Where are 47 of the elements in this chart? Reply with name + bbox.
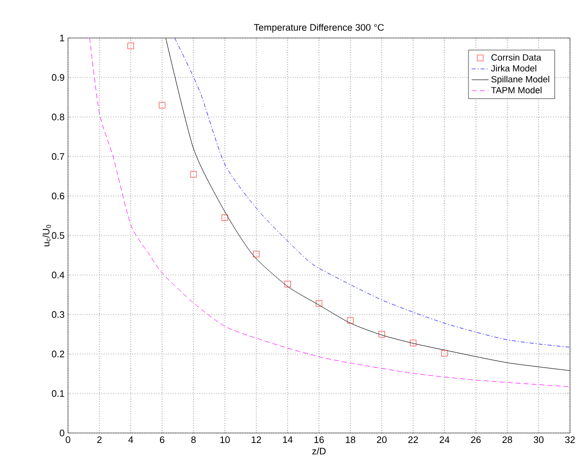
y-tick-label: 0.7	[52, 153, 64, 160]
y-tick-label: 0.9	[52, 74, 64, 81]
y-axis-title: u$_{c}$/U$_{0}$	[42, 224, 51, 246]
y-tick-label: 0.2	[52, 350, 64, 358]
x-axis-title: z/D	[312, 448, 326, 455]
y-tick-label: 0.4	[52, 272, 64, 278]
y-tick-label: 1	[60, 34, 64, 42]
x-tick-label: 24	[440, 436, 450, 443]
x-tick-label: 22	[408, 436, 418, 443]
x-tick-label: 10	[220, 436, 230, 444]
legend-label: Jirka Model	[491, 64, 536, 72]
x-tick-label: 4	[128, 436, 134, 443]
x-tick-label: 0	[66, 436, 70, 444]
x-tick-label: 32	[565, 436, 575, 444]
point	[378, 331, 385, 338]
line-series	[89, 38, 570, 388]
point	[316, 300, 322, 307]
x-tick-label: 16	[314, 436, 324, 444]
point	[222, 214, 228, 221]
y-tick-label: 0.3	[52, 311, 64, 318]
y-tick-label: 0.1	[52, 390, 64, 397]
y-tick-label: 0.8	[52, 114, 64, 120]
legend-label: Spillane Model	[491, 76, 550, 84]
x-tick-label: 8	[191, 436, 196, 444]
y-tick-label: 0.5	[52, 232, 64, 239]
x-tick-label: 20	[376, 436, 387, 444]
point	[441, 350, 448, 356]
point	[347, 317, 354, 324]
legend-label: Corrsin Data	[491, 54, 542, 61]
chart-title: Temperature Difference 300 °C	[254, 24, 384, 33]
x-tick-label: 26	[471, 436, 481, 444]
x-tick-label: 6	[160, 436, 164, 444]
point	[284, 280, 291, 288]
x-tick-label: 30	[534, 436, 544, 444]
y-tick-label: 0.6	[52, 192, 64, 200]
x-tick-label: 18	[346, 436, 356, 444]
point	[410, 340, 416, 346]
point	[128, 42, 134, 50]
x-tick-label: 28	[502, 436, 512, 444]
x-tick-label: 2	[97, 436, 102, 443]
point	[253, 250, 260, 258]
point	[158, 102, 166, 108]
y-tick-label: 0	[60, 430, 64, 436]
point	[190, 171, 197, 178]
legend-label: TAPM Model	[491, 86, 542, 94]
x-tick-label: 12	[252, 436, 262, 443]
x-tick-label: 14	[283, 436, 293, 443]
